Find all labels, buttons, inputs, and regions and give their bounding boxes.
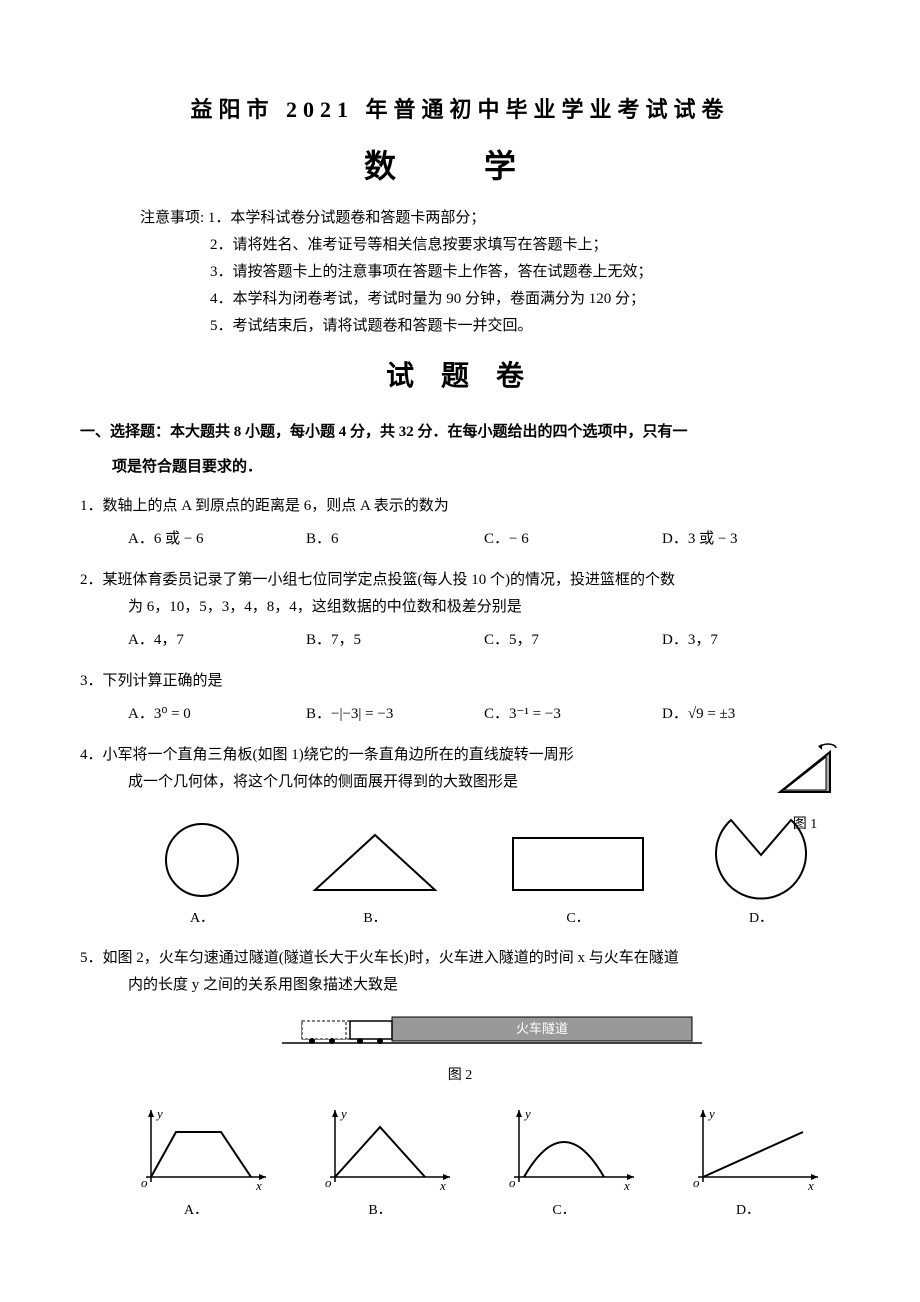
q2-option-b: B．7，5	[306, 627, 484, 654]
q4-line1: 4．小军将一个直角三角板(如图 1)绕它的一条直角边所在的直线旋转一周形	[104, 742, 840, 769]
graph-semicircle-icon: o x y	[489, 1102, 639, 1192]
question-2: 2．某班体育委员记录了第一小组七位同学定点投篮(每人投 10 个)的情况，投进篮…	[80, 567, 840, 654]
q5-opt-b-label: B．	[368, 1198, 391, 1223]
train-tunnel-icon: 火车隧道	[242, 1011, 702, 1051]
q4-opt-a-label: A．	[190, 906, 214, 931]
question-3: 3．下列计算正确的是 A．3⁰ = 0 B．−|−3| = −3 C．3⁻¹ =…	[80, 668, 840, 728]
q1-option-c: C．− 6	[484, 526, 662, 553]
q4-opt-b-label: B．	[363, 906, 386, 931]
q5-opt-c-figure: o x y C．	[489, 1102, 639, 1223]
q4-figure-1: 图 1	[794, 742, 840, 837]
note-5: 5．考试结束后，请将试题卷和答题卡一并交回。	[210, 313, 840, 340]
exam-title: 益阳市 2021 年普通初中毕业学业考试试卷	[80, 90, 840, 130]
q2-option-a: A．4，7	[128, 627, 306, 654]
q5-opt-c-label: C．	[552, 1198, 575, 1223]
svg-text:o: o	[141, 1175, 148, 1190]
q5-opt-d-figure: o x y D．	[673, 1102, 823, 1223]
graph-triangle-icon: o x y	[305, 1102, 455, 1192]
q1-option-d: D．3 或 − 3	[662, 526, 840, 553]
q1-text: 1．数轴上的点 A 到原点的距离是 6，则点 A 表示的数为	[104, 493, 840, 520]
q4-line2: 成一个几何体，将这个几何体的侧面展开得到的大致图形是	[128, 769, 840, 796]
q4-opt-c-label: C．	[566, 906, 589, 931]
q5-line1: 5．如图 2，火车匀速通过隧道(隧道长大于火车长)时，火车进入隧道的时间 x 与…	[104, 945, 840, 972]
svg-text:x: x	[623, 1178, 630, 1192]
q3-option-a: A．3⁰ = 0	[128, 701, 306, 728]
svg-text:y: y	[707, 1106, 715, 1121]
svg-text:火车隧道: 火车隧道	[516, 1021, 568, 1036]
svg-text:x: x	[255, 1178, 262, 1192]
q4-opt-a-figure: A．	[157, 820, 247, 931]
q2-option-d: D．3，7	[662, 627, 840, 654]
svg-text:x: x	[439, 1178, 446, 1192]
q5-opt-a-label: A．	[184, 1198, 208, 1223]
q5-line2: 内的长度 y 之间的关系用图象描述大致是	[128, 972, 840, 999]
subject-title: 数 学	[80, 138, 840, 196]
note-3: 3．请按答题卡上的注意事项在答题卡上作答，答在试题卷上无效；	[210, 259, 840, 286]
svg-text:y: y	[523, 1106, 531, 1121]
svg-text:y: y	[155, 1106, 163, 1121]
graph-linear-icon: o x y	[673, 1102, 823, 1192]
svg-text:y: y	[339, 1106, 347, 1121]
q2-option-c: C．5，7	[484, 627, 662, 654]
q1-option-b: B．6	[306, 526, 484, 553]
paper-title: 试 题 卷	[80, 352, 840, 402]
q2-line1: 2．某班体育委员记录了第一小组七位同学定点投篮(每人投 10 个)的情况，投进篮…	[104, 567, 840, 594]
section1-header-1: 一、选择题：本大题共 8 小题，每小题 4 分，共 32 分．在每小题给出的四个…	[80, 419, 840, 446]
circle-icon	[157, 820, 247, 900]
q5-opt-d-label: D．	[736, 1198, 760, 1223]
q4-figure-1-label: 图 1	[794, 812, 840, 837]
q2-line2: 为 6，10，5，3，4，8，4，这组数据的中位数和极差分别是	[128, 594, 840, 621]
q3-option-c: C．3⁻¹ = −3	[484, 701, 662, 728]
q1-option-a: A．6 或 − 6	[128, 526, 306, 553]
question-4: 4．小军将一个直角三角板(如图 1)绕它的一条直角边所在的直线旋转一周形 成一个…	[80, 742, 840, 931]
section1-header-2: 项是符合题目要求的．	[112, 454, 840, 481]
isoceles-triangle-icon	[305, 820, 445, 900]
question-1: 1．数轴上的点 A 到原点的距离是 6，则点 A 表示的数为 A．6 或 − 6…	[80, 493, 840, 553]
notes-label: 注意事项:	[140, 210, 204, 226]
note-1: 1．本学科试卷分试题卷和答题卡两部分；	[208, 210, 486, 226]
q3-option-d: D．√9 = ±3	[662, 701, 840, 728]
svg-text:o: o	[509, 1175, 516, 1190]
q5-tunnel-label: 图 2	[104, 1063, 840, 1088]
q3-text: 3．下列计算正确的是	[104, 668, 840, 695]
note-4: 4．本学科为闭卷考试，考试时量为 90 分钟，卷面满分为 120 分；	[210, 286, 840, 313]
triangle-rotate-icon	[770, 742, 840, 798]
svg-text:o: o	[325, 1175, 332, 1190]
q5-opt-b-figure: o x y B．	[305, 1102, 455, 1223]
q5-tunnel-figure: 火车隧道	[104, 1011, 840, 1051]
notes-block: 注意事项: 1．本学科试卷分试题卷和答题卡两部分； 2．请将姓名、准考证号等相关…	[140, 205, 840, 340]
note-2: 2．请将姓名、准考证号等相关信息按要求填写在答题卡上；	[210, 232, 840, 259]
svg-text:o: o	[693, 1175, 700, 1190]
q4-opt-d-label: D．	[749, 906, 773, 931]
q5-opt-a-figure: o x y A．	[121, 1102, 271, 1223]
question-5: 5．如图 2，火车匀速通过隧道(隧道长大于火车长)时，火车进入隧道的时间 x 与…	[80, 945, 840, 1223]
rectangle-icon	[503, 820, 653, 900]
q4-opt-c-figure: C．	[503, 820, 653, 931]
q4-opt-b-figure: B．	[305, 820, 445, 931]
graph-trapezoid-icon: o x y	[121, 1102, 271, 1192]
svg-text:x: x	[807, 1178, 814, 1192]
q3-option-b: B．−|−3| = −3	[306, 701, 484, 728]
